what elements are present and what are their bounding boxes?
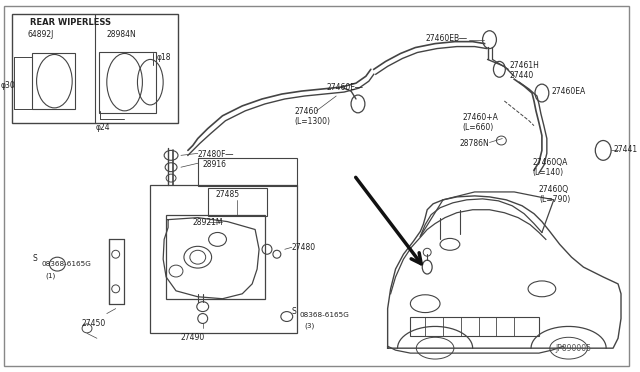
Text: 27480: 27480 (292, 243, 316, 252)
Text: 08368-6165G: 08368-6165G (42, 261, 92, 267)
Bar (31, 54, 75, 109)
Text: φ18: φ18 (156, 53, 171, 62)
Text: 27460EB―: 27460EB― (425, 34, 467, 43)
Text: 27450: 27450 (81, 318, 106, 327)
Text: 27490: 27490 (180, 333, 205, 342)
Text: φ30: φ30 (1, 81, 15, 90)
Text: 64892J: 64892J (28, 30, 54, 39)
Text: 27460EA: 27460EA (552, 87, 586, 96)
Text: REAR WIPERLESS: REAR WIPERLESS (29, 18, 111, 27)
Bar (166, 215, 265, 299)
Bar (198, 158, 297, 186)
Text: JP890005: JP890005 (556, 344, 592, 353)
Text: 27460+A: 27460+A (463, 113, 499, 122)
Bar (12, 14, 178, 123)
Text: (L=660): (L=660) (463, 123, 494, 132)
Text: 27440: 27440 (509, 71, 534, 80)
Bar (150, 185, 297, 333)
Text: 28984N: 28984N (107, 30, 136, 39)
Text: 27460QA: 27460QA (532, 158, 568, 167)
Text: (3): (3) (305, 323, 315, 329)
Text: (1): (1) (45, 272, 56, 279)
Text: 27485: 27485 (216, 190, 240, 199)
Text: (L=1300): (L=1300) (294, 117, 331, 126)
Text: 27460Q: 27460Q (539, 185, 569, 194)
Text: 08368-6165G: 08368-6165G (300, 312, 349, 318)
Text: φ24: φ24 (96, 123, 111, 132)
Bar (99, 51, 156, 113)
Text: 27441: 27441 (613, 145, 637, 154)
Text: 28786N: 28786N (460, 138, 490, 148)
Text: 28921M: 28921M (193, 218, 223, 227)
Bar (410, 317, 539, 336)
Text: 27460: 27460 (294, 107, 319, 116)
Text: 27461H: 27461H (509, 61, 539, 70)
Text: 28916: 28916 (203, 160, 227, 169)
Text: S: S (32, 254, 37, 263)
Text: S: S (292, 307, 296, 315)
Bar (207, 188, 267, 216)
Text: (L=790): (L=790) (539, 195, 570, 204)
Text: (L=140): (L=140) (532, 168, 563, 177)
Text: 27460E―: 27460E― (326, 83, 363, 92)
Text: 27480F―: 27480F― (198, 150, 234, 159)
